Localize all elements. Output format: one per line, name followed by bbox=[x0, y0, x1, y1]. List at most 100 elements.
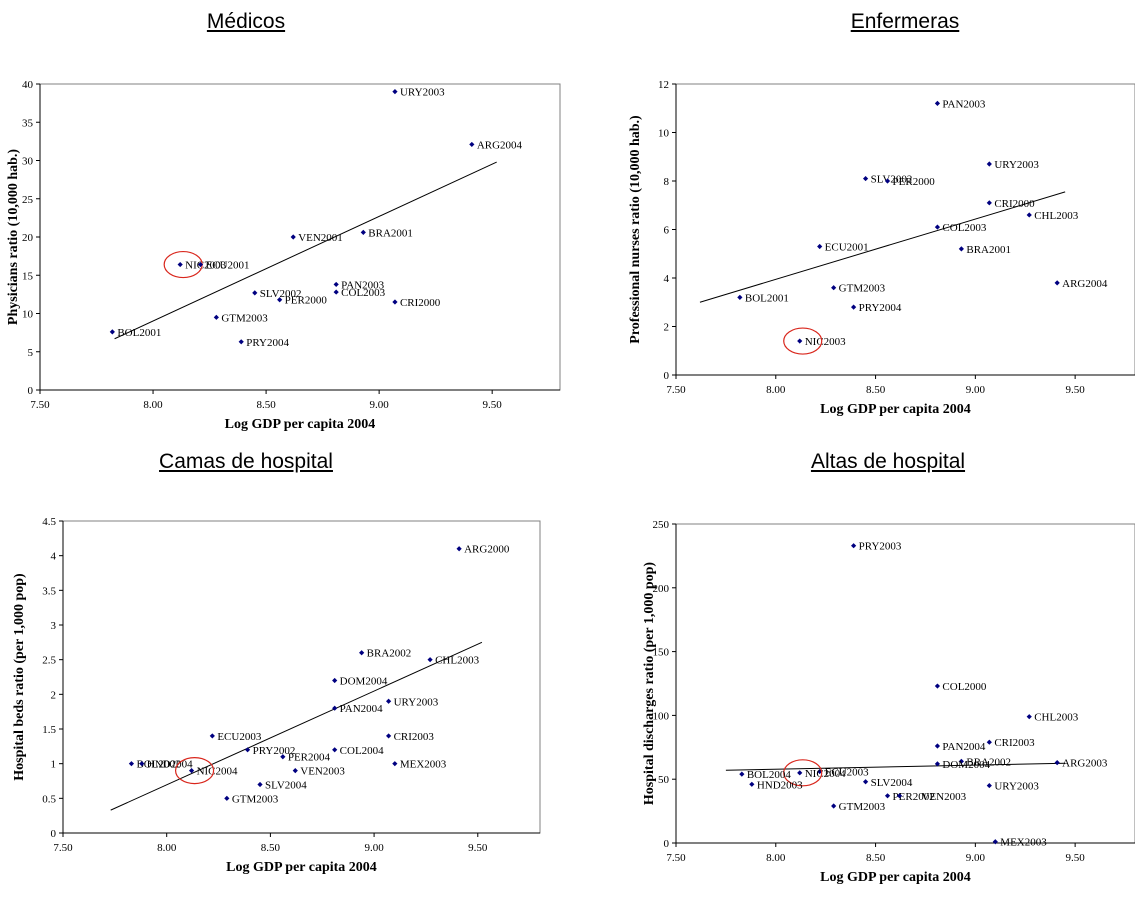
camas-x-tick-label: 8.00 bbox=[157, 842, 177, 854]
camas-point-label-ven2003: VEN2003 bbox=[300, 766, 345, 778]
altas-point-hnd2003 bbox=[749, 781, 755, 787]
camas-y-tick-label: 2.5 bbox=[42, 655, 56, 667]
camas-point-label-pry2002: PRY2002 bbox=[253, 745, 296, 757]
camas-point-label-dom2004: DOM2004 bbox=[340, 675, 388, 687]
altas-point-per2002 bbox=[884, 793, 891, 799]
medicos-point-label-arg2004: ARG2004 bbox=[477, 139, 523, 151]
altas-point-col2000 bbox=[934, 683, 941, 689]
altas-point-gtm2003 bbox=[831, 803, 837, 809]
altas-point-ven2003 bbox=[896, 793, 903, 799]
camas-point-mex2003 bbox=[392, 761, 398, 767]
enfermeras-point-label-pry2004: PRY2004 bbox=[859, 302, 902, 314]
altas-point-pry2003 bbox=[851, 543, 857, 549]
enfermeras-point-gtm2003 bbox=[831, 285, 837, 291]
camas-point-arg2000 bbox=[456, 546, 462, 552]
medicos-x-tick-label: 9.00 bbox=[370, 399, 390, 411]
enfermeras-point-label-cri2000: CRI2000 bbox=[994, 198, 1035, 210]
medicos-point-arg2004 bbox=[469, 141, 475, 148]
camas-y-axis-label: Hospital beds ratio (per 1,000 pop) bbox=[12, 573, 27, 781]
enfermeras-point-label-col2003: COL2003 bbox=[942, 222, 987, 234]
altas-y-tick-label: 250 bbox=[653, 519, 670, 531]
medicos-y-tick-label: 0 bbox=[28, 385, 34, 397]
medicos-point-label-ury2003: URY2003 bbox=[400, 87, 445, 99]
camas-point-label-pan2004: PAN2004 bbox=[340, 703, 383, 715]
altas-point-label-col2000: COL2000 bbox=[942, 681, 987, 693]
medicos-point-label-gtm2003: GTM2003 bbox=[221, 312, 268, 324]
enfermeras-y-tick-label: 10 bbox=[658, 128, 670, 140]
panel-title-enfermeras: Enfermeras bbox=[850, 10, 960, 33]
camas-y-tick-label: 3.5 bbox=[42, 585, 56, 597]
medicos-x-axis-label: Log GDP per capita 2004 bbox=[225, 417, 376, 432]
medicos-x-tick-label: 8.00 bbox=[143, 399, 163, 411]
camas-y-tick-label: 4.5 bbox=[42, 516, 56, 528]
enfermeras-point-label-chl2003: CHL2003 bbox=[1034, 210, 1079, 222]
camas-point-label-ecu2003: ECU2003 bbox=[217, 731, 261, 743]
altas-point-label-ven2003: VEN2003 bbox=[922, 791, 967, 803]
camas-point-label-mex2003: MEX2003 bbox=[400, 759, 447, 771]
medicos-y-tick-label: 20 bbox=[22, 232, 34, 244]
enfermeras-y-axis-label: Professional nurses ratio (10,000 hab.) bbox=[628, 115, 643, 344]
altas-x-axis-label: Log GDP per capita 2004 bbox=[820, 870, 971, 885]
camas-x-tick-label: 7.50 bbox=[53, 842, 73, 854]
enfermeras-point-label-gtm2003: GTM2003 bbox=[839, 283, 886, 295]
medicos-point-col2003 bbox=[333, 289, 339, 295]
enfermeras-y-tick-label: 4 bbox=[664, 273, 670, 285]
enfermeras-point-slv2002 bbox=[862, 175, 869, 182]
camas-point-ecu2003 bbox=[209, 733, 215, 739]
altas-point-label-bol2004: BOL2004 bbox=[747, 769, 792, 781]
camas-point-ury2003 bbox=[386, 698, 392, 704]
altas-point-chl2003 bbox=[1026, 714, 1032, 720]
panel-title-camas: Camas de hospital bbox=[159, 450, 333, 473]
camas-y-tick-label: 0.5 bbox=[42, 793, 56, 805]
camas-highlight-circle bbox=[174, 756, 215, 785]
camas-point-label-gtm2003: GTM2003 bbox=[232, 793, 279, 805]
altas-point-label-hnd2003: HND2003 bbox=[757, 779, 803, 791]
enfermeras-point-cri2000 bbox=[986, 200, 992, 206]
altas-y-tick-label: 100 bbox=[653, 710, 670, 722]
enfermeras-y-tick-label: 12 bbox=[658, 79, 669, 91]
camas-point-label-hnd2004: HND2004 bbox=[147, 759, 193, 771]
altas-y-axis-label: Hospital discharges ratio (per 1,000 pop… bbox=[642, 562, 657, 806]
medicos-point-pan2003 bbox=[333, 281, 339, 288]
camas-point-ven2003 bbox=[292, 768, 298, 774]
medicos-point-cri2000 bbox=[392, 299, 398, 305]
enfermeras-point-per2000 bbox=[884, 178, 891, 184]
altas-point-label-nic2004: NIC2004 bbox=[805, 768, 846, 780]
camas-point-cri2003 bbox=[386, 733, 392, 739]
enfermeras-x-tick-label: 9.50 bbox=[1066, 384, 1086, 396]
medicos-y-tick-label: 35 bbox=[22, 117, 34, 129]
camas-point-pry2002 bbox=[244, 747, 251, 753]
enfermeras-point-col2003 bbox=[934, 224, 941, 230]
medicos-y-tick-label: 25 bbox=[22, 194, 34, 206]
medicos-point-label-ven2001: VEN2001 bbox=[298, 232, 343, 244]
enfermeras-point-label-arg2004: ARG2004 bbox=[1062, 278, 1108, 290]
camas-point-label-col2004: COL2004 bbox=[340, 745, 385, 757]
altas-x-tick-label: 8.00 bbox=[766, 852, 786, 864]
enfermeras-x-axis-label: Log GDP per capita 2004 bbox=[820, 402, 971, 417]
enfermeras-point-nic2003 bbox=[797, 338, 803, 344]
enfermeras-point-label-nic2003: NIC2003 bbox=[805, 336, 846, 348]
camas-x-tick-label: 9.50 bbox=[468, 842, 488, 854]
medicos-y-tick-label: 15 bbox=[22, 270, 34, 282]
camas-point-hnd2004 bbox=[139, 761, 145, 767]
altas-point-dom2004 bbox=[934, 761, 941, 767]
enfermeras-point-label-slv2002: SLV2002 bbox=[871, 174, 913, 186]
altas-x-tick-label: 9.00 bbox=[966, 852, 986, 864]
enfermeras-x-tick-label: 8.50 bbox=[866, 384, 886, 396]
medicos-point-label-col2003: COL2003 bbox=[341, 287, 386, 299]
altas-point-ecu2003 bbox=[817, 768, 823, 775]
enfermeras-point-label-ury2003: URY2003 bbox=[994, 159, 1039, 171]
medicos-point-label-pan2003: PAN2003 bbox=[341, 279, 384, 291]
altas-point-pan2004 bbox=[934, 743, 941, 749]
camas-point-slv2004 bbox=[257, 781, 263, 788]
camas-point-label-bra2002: BRA2002 bbox=[367, 648, 412, 660]
enfermeras-trendline bbox=[699, 191, 1066, 303]
camas-point-bra2002 bbox=[359, 650, 365, 656]
altas-point-label-mex2003: MEX2003 bbox=[1000, 837, 1047, 849]
enfermeras-point-label-per2000: PER2000 bbox=[893, 176, 936, 188]
medicos-point-gtm2003 bbox=[213, 314, 219, 320]
altas-point-label-bra2002: BRA2002 bbox=[966, 756, 1011, 768]
altas-point-ury2003 bbox=[986, 782, 992, 789]
enfermeras-point-bra2001 bbox=[958, 246, 964, 252]
altas-y-tick-label: 0 bbox=[664, 838, 670, 850]
